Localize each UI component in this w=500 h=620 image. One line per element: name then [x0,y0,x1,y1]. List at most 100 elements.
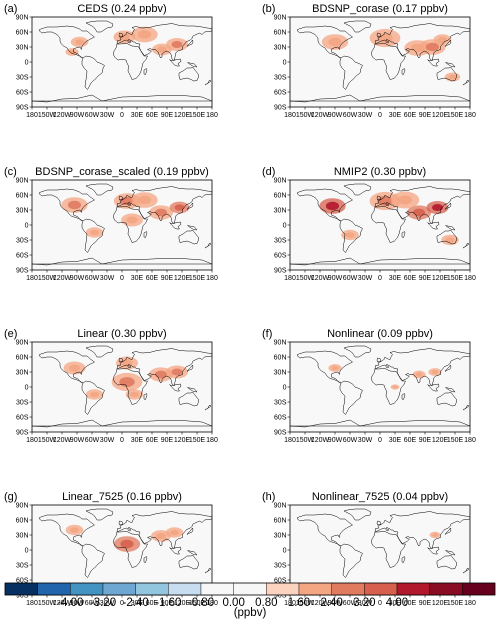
colorbar-swatch [37,582,71,596]
panel-letter: (a) [4,3,17,15]
colorbar-swatch [102,582,136,596]
lon-tick-label: 60E [146,437,159,444]
lat-tick-label: 60S [274,253,287,260]
coastline [113,368,148,405]
lon-tick-label: 0 [120,600,124,607]
lon-tick-label: 60E [404,437,417,444]
coastline [118,195,124,201]
coastline [85,345,114,358]
coastline [169,383,182,392]
coastline [113,531,148,568]
lat-tick-label: 30S [16,400,29,407]
lon-tick-label: 180 [26,275,38,282]
lon-tick-label: 120W [53,112,72,119]
colorbar-tick-label: 3.20 [353,597,375,609]
lon-tick-label: 180 [26,437,38,444]
coastline [204,567,212,574]
lon-tick-label: 150E [447,600,464,607]
panel-title: BDSNP_corase_scaled (0.19 ppbv) [35,166,209,178]
coastline [339,55,363,90]
coastline [85,508,114,521]
emission-hotspot [174,204,185,211]
coastline [444,527,452,535]
map-ocean [32,180,212,270]
lat-tick-label: 60N [274,193,287,200]
lon-tick-label: 120W [53,437,72,444]
coastline [39,25,95,59]
colorbar-unit: (ppbv) [234,607,267,619]
lon-tick-label: 120E [174,112,191,119]
coastline [116,186,212,225]
lon-tick-label: 120E [174,600,191,607]
coastline [401,393,406,400]
lon-tick-label: 90W [328,437,343,444]
lat-tick-label: 0 [25,223,29,230]
coastline [445,550,456,556]
colorbar-swatch [135,582,169,596]
coastline [169,221,182,230]
colorbar-swatch [70,582,104,596]
coastline [178,67,199,82]
colorbar-tick-label: -0.80 [188,597,214,609]
colorbar-tick-label: 0.80 [255,597,277,609]
emission-hotspot [154,208,168,217]
lon-tick-label: 150W [38,437,57,444]
lon-tick-label: 60W [85,437,100,444]
lon-tick-label: 0 [120,437,124,444]
lon-tick-label: 60W [85,112,100,119]
lat-tick-label: 30N [274,533,287,540]
lon-tick-label: 150W [38,600,57,607]
coastline [427,546,440,555]
coastline [39,513,95,547]
lon-tick-label: 150E [447,275,464,282]
coastline [462,567,470,574]
coastline [118,32,124,38]
coastline [401,556,406,563]
coastline [85,20,114,33]
lon-tick-label: 120E [432,275,449,282]
coastline [343,183,372,196]
coastline [81,218,105,253]
colorbar-tick-label: 0.00 [222,597,244,609]
coastline [371,531,406,568]
lon-tick-label: 30W [100,112,115,119]
lon-tick-label: 90W [328,600,343,607]
coastline [343,508,372,521]
colorbar-swatch [429,582,463,596]
emission-hotspot [119,33,130,41]
coastline [376,357,382,363]
lon-tick-label: 90W [70,112,85,119]
lon-tick-label: 90E [161,275,174,282]
coastline [178,555,199,570]
lon-tick-label: 150W [38,112,57,119]
lon-tick-label: 180 [206,112,218,119]
lat-tick-label: 30N [274,370,287,377]
panel-letter: (d) [262,166,275,178]
coastline [376,195,382,201]
emission-hotspot [154,370,168,379]
lat-tick-label: 60S [274,578,287,585]
lon-tick-label: 150W [38,275,57,282]
coastline [186,39,194,47]
lon-tick-label: 60W [343,437,358,444]
coastline [462,404,470,411]
lon-tick-label: 120W [311,112,330,119]
lon-tick-label: 90E [419,437,432,444]
coastline [445,225,456,231]
emission-hotspot [119,377,135,387]
lon-tick-label: 180 [284,437,296,444]
coastline [187,550,198,556]
panel-title: Nonlinear (0.09 ppbv) [327,328,433,340]
colorbar-swatch [462,582,496,596]
coastline [113,43,148,80]
coastline [169,546,182,555]
lat-tick-label: 90N [16,178,29,185]
coastline [436,67,457,82]
lon-tick-label: 150E [189,112,206,119]
lon-tick-label: 60E [146,275,159,282]
lat-tick-label: 0 [25,385,29,392]
panel-letter: (b) [262,3,275,15]
coastline [186,202,194,210]
